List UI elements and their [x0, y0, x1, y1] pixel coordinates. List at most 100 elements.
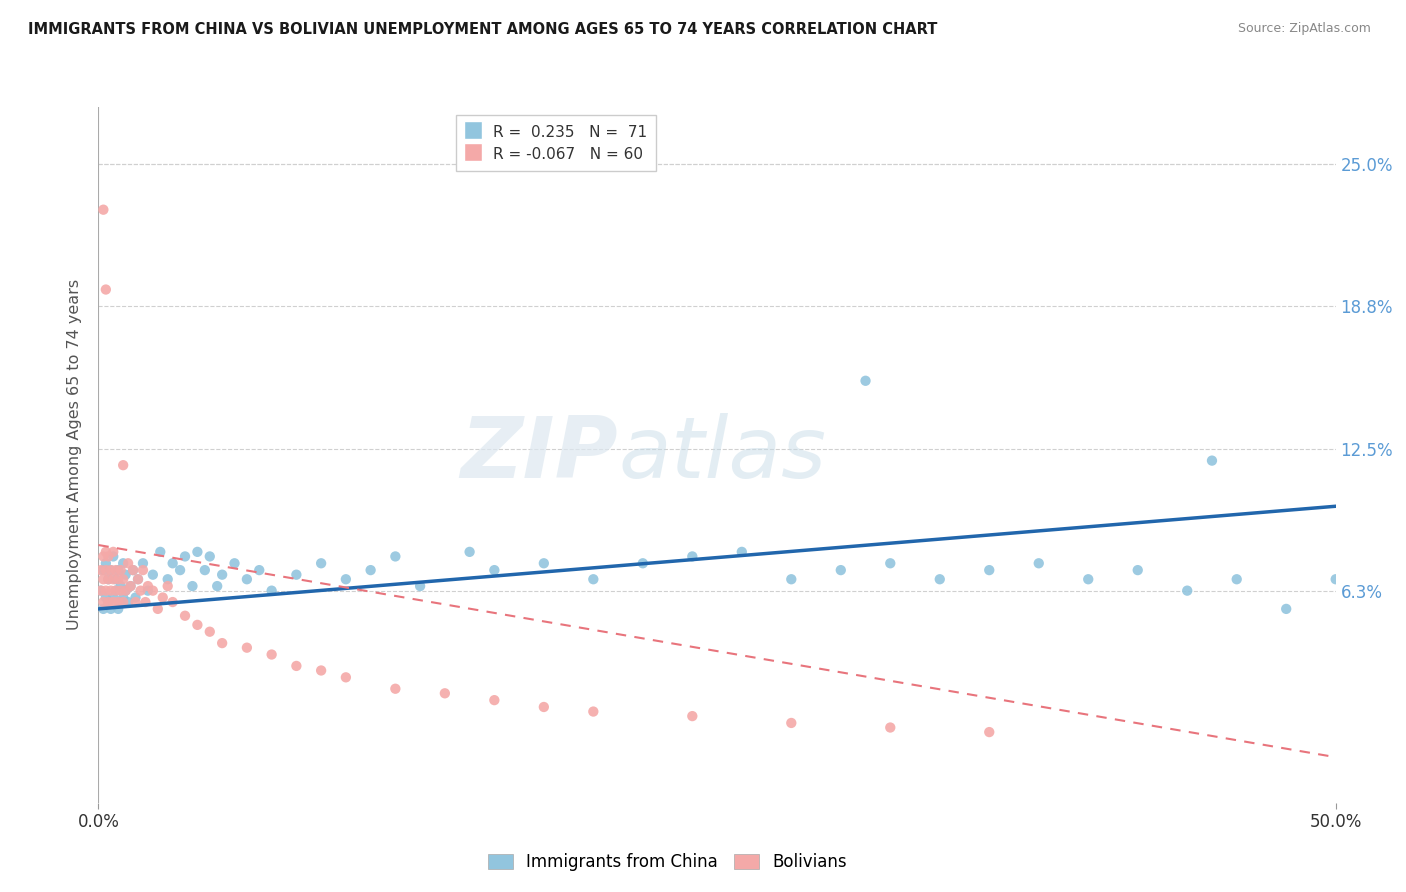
- Point: [97, 572, 120, 586]
- Point: [94, 545, 117, 559]
- Point: [1126, 563, 1149, 577]
- Point: [134, 595, 156, 609]
- Point: [780, 715, 803, 730]
- Point: [114, 567, 136, 582]
- Point: [1324, 572, 1347, 586]
- Point: [100, 583, 122, 598]
- Point: [384, 681, 406, 696]
- Point: [198, 624, 221, 639]
- Point: [97, 549, 120, 564]
- Point: [309, 556, 332, 570]
- Point: [174, 549, 197, 564]
- Point: [93, 202, 115, 217]
- Point: [107, 563, 129, 577]
- Point: [132, 563, 155, 577]
- Text: IMMIGRANTS FROM CHINA VS BOLIVIAN UNEMPLOYMENT AMONG AGES 65 TO 74 YEARS CORRELA: IMMIGRANTS FROM CHINA VS BOLIVIAN UNEMPL…: [28, 22, 938, 37]
- Point: [114, 583, 136, 598]
- Point: [103, 572, 125, 586]
- Point: [97, 595, 120, 609]
- Point: [107, 602, 129, 616]
- Point: [100, 602, 122, 616]
- Point: [112, 458, 135, 473]
- Point: [162, 556, 184, 570]
- Point: [780, 572, 803, 586]
- Point: [1077, 572, 1099, 586]
- Point: [112, 556, 135, 570]
- Point: [236, 640, 259, 655]
- Point: [120, 579, 142, 593]
- Point: [384, 549, 406, 564]
- Point: [117, 595, 139, 609]
- Point: [236, 572, 259, 586]
- Point: [211, 636, 233, 650]
- Point: [830, 563, 852, 577]
- Point: [104, 563, 127, 577]
- Point: [97, 572, 120, 586]
- Point: [260, 648, 283, 662]
- Point: [146, 602, 169, 616]
- Point: [309, 664, 332, 678]
- Point: [127, 572, 149, 586]
- Point: [124, 591, 146, 605]
- Point: [97, 595, 120, 609]
- Point: [211, 567, 233, 582]
- Point: [100, 563, 122, 577]
- Point: [1175, 583, 1198, 598]
- Point: [124, 595, 146, 609]
- Point: [110, 563, 132, 577]
- Y-axis label: Unemployment Among Ages 65 to 74 years: Unemployment Among Ages 65 to 74 years: [67, 279, 83, 631]
- Point: [112, 572, 135, 586]
- Point: [979, 563, 1001, 577]
- Point: [162, 595, 184, 609]
- Point: [879, 556, 901, 570]
- Point: [132, 556, 155, 570]
- Point: [285, 567, 308, 582]
- Point: [94, 591, 117, 605]
- Point: [1201, 453, 1223, 467]
- Point: [104, 572, 127, 586]
- Point: [103, 591, 125, 605]
- Point: [93, 563, 115, 577]
- Text: Source: ZipAtlas.com: Source: ZipAtlas.com: [1237, 22, 1371, 36]
- Point: [194, 563, 217, 577]
- Point: [1226, 572, 1249, 586]
- Point: [484, 563, 506, 577]
- Point: [433, 686, 456, 700]
- Point: [110, 583, 132, 598]
- Point: [928, 572, 950, 586]
- Point: [156, 572, 179, 586]
- Point: [205, 579, 228, 593]
- Point: [110, 579, 132, 593]
- Point: [879, 721, 901, 735]
- Point: [103, 545, 125, 559]
- Point: [198, 549, 221, 564]
- Point: [681, 549, 703, 564]
- Point: [104, 583, 127, 598]
- Point: [103, 549, 125, 564]
- Point: [174, 608, 197, 623]
- Point: [142, 583, 165, 598]
- Point: [285, 659, 308, 673]
- Point: [533, 556, 555, 570]
- Point: [979, 725, 1001, 739]
- Point: [94, 556, 117, 570]
- Point: [484, 693, 506, 707]
- Point: [855, 374, 877, 388]
- Point: [117, 556, 139, 570]
- Point: [186, 545, 208, 559]
- Point: [122, 563, 145, 577]
- Point: [94, 583, 117, 598]
- Point: [247, 563, 270, 577]
- Point: [127, 572, 149, 586]
- Point: [107, 572, 129, 586]
- Point: [122, 563, 145, 577]
- Legend: Immigrants from China, Bolivians: Immigrants from China, Bolivians: [481, 847, 853, 878]
- Point: [181, 579, 204, 593]
- Point: [681, 709, 703, 723]
- Point: [156, 579, 179, 593]
- Point: [90, 583, 112, 598]
- Point: [93, 549, 115, 564]
- Point: [582, 705, 605, 719]
- Point: [129, 583, 152, 598]
- Point: [533, 700, 555, 714]
